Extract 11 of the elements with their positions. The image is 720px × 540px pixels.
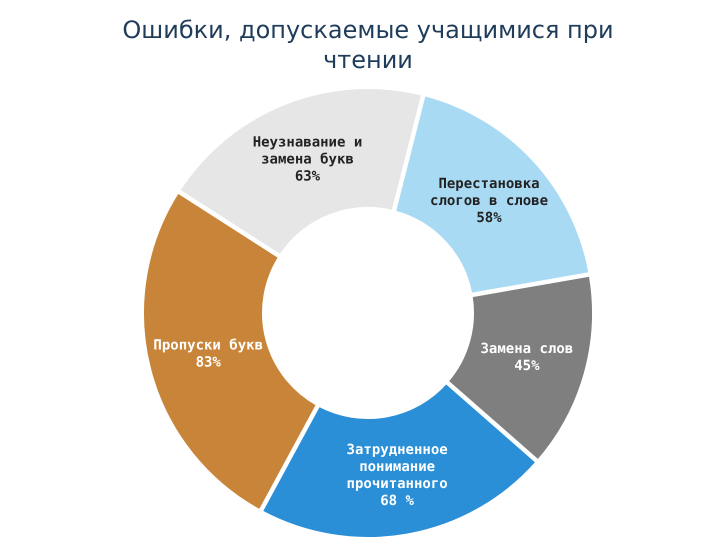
data-label: 58% bbox=[476, 210, 502, 226]
slice-label: Неузнавание и замена букв bbox=[252, 134, 362, 168]
data-label: 45% bbox=[514, 358, 540, 374]
slice-label: Пропуски букв bbox=[153, 337, 263, 354]
data-label: 68 % bbox=[380, 492, 415, 509]
slice-label: Перестановка слогов в слове bbox=[430, 176, 548, 209]
slice-label: Замена слов bbox=[480, 340, 574, 357]
chart-title: Ошибки, допускаемые учащимися при чтении bbox=[122, 16, 614, 74]
data-label: 63% bbox=[294, 168, 321, 184]
data-label: 83% bbox=[196, 354, 222, 370]
slice-label: Затрудненное понимание прочитанного bbox=[346, 442, 448, 492]
